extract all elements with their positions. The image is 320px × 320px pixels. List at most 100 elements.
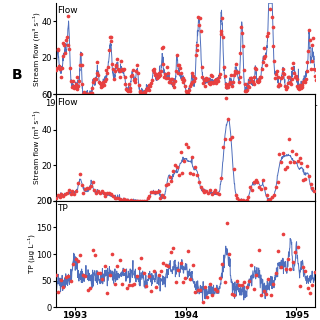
Point [199, 65, 204, 70]
Point [59, 75, 64, 80]
Point [108, 34, 113, 39]
Point [269, 195, 275, 200]
Point [225, 84, 230, 89]
Point [84, 92, 89, 97]
Point [229, 84, 235, 89]
Point [260, 60, 265, 65]
Point [204, 76, 209, 81]
Point [57, 194, 62, 199]
Point [168, 250, 173, 255]
Point [151, 268, 156, 273]
Point [105, 71, 110, 76]
Point [313, 68, 318, 73]
Point [271, 44, 276, 49]
Point [238, 198, 244, 203]
Point [145, 87, 150, 92]
Point [163, 262, 168, 268]
Point [304, 68, 309, 73]
Point [218, 31, 223, 36]
Point [293, 74, 298, 79]
Point [131, 77, 136, 82]
Point [185, 145, 190, 150]
Point [218, 176, 223, 181]
Point [242, 82, 247, 87]
Point [112, 69, 117, 74]
Point [207, 81, 212, 86]
Point [103, 76, 108, 81]
Point [288, 160, 293, 165]
Point [310, 282, 315, 287]
Point [79, 183, 84, 188]
Point [124, 88, 130, 93]
Point [220, 16, 225, 21]
Point [250, 79, 255, 84]
Point [165, 76, 170, 81]
Point [193, 164, 198, 169]
Point [276, 249, 281, 254]
Point [235, 70, 240, 75]
Point [125, 197, 130, 203]
Point [252, 75, 257, 80]
Point [72, 84, 77, 90]
Point [68, 65, 73, 70]
Text: Flow: Flow [57, 98, 78, 107]
Point [63, 37, 68, 43]
Point [61, 284, 66, 289]
Point [202, 189, 207, 194]
Point [130, 68, 135, 73]
Point [173, 279, 178, 284]
Point [195, 172, 200, 178]
Point [193, 289, 198, 294]
Point [135, 70, 140, 75]
Point [129, 197, 134, 203]
Point [59, 66, 64, 71]
Point [126, 82, 131, 87]
Point [295, 83, 300, 88]
Point [72, 192, 77, 197]
Point [80, 273, 85, 278]
Point [101, 190, 106, 195]
Point [105, 291, 110, 296]
Point [286, 137, 291, 142]
Point [282, 71, 287, 76]
Point [247, 79, 252, 84]
Point [176, 71, 181, 76]
Point [311, 36, 316, 41]
Point [212, 287, 217, 292]
Point [120, 67, 125, 72]
Point [110, 66, 116, 71]
Point [168, 77, 173, 82]
Point [91, 79, 96, 84]
Point [207, 187, 212, 192]
Point [260, 177, 266, 182]
Point [101, 82, 107, 87]
Point [123, 197, 128, 203]
Point [99, 189, 104, 194]
Point [81, 91, 86, 96]
Point [137, 89, 142, 94]
Point [158, 73, 163, 78]
Point [309, 58, 314, 63]
Point [169, 179, 174, 184]
Point [140, 91, 145, 96]
Point [315, 76, 320, 82]
Point [209, 191, 214, 196]
Point [141, 271, 147, 276]
Point [288, 81, 293, 86]
Point [185, 248, 190, 253]
Point [154, 71, 159, 76]
Point [205, 190, 211, 195]
Point [295, 244, 300, 250]
Point [271, 192, 276, 197]
Point [237, 75, 242, 80]
Point [154, 76, 159, 81]
Point [257, 185, 262, 190]
Point [200, 299, 205, 304]
Point [88, 183, 93, 188]
Point [148, 83, 153, 88]
Point [270, 25, 275, 30]
Point [70, 79, 75, 84]
Point [174, 164, 180, 169]
Point [249, 262, 254, 267]
Point [110, 193, 115, 198]
